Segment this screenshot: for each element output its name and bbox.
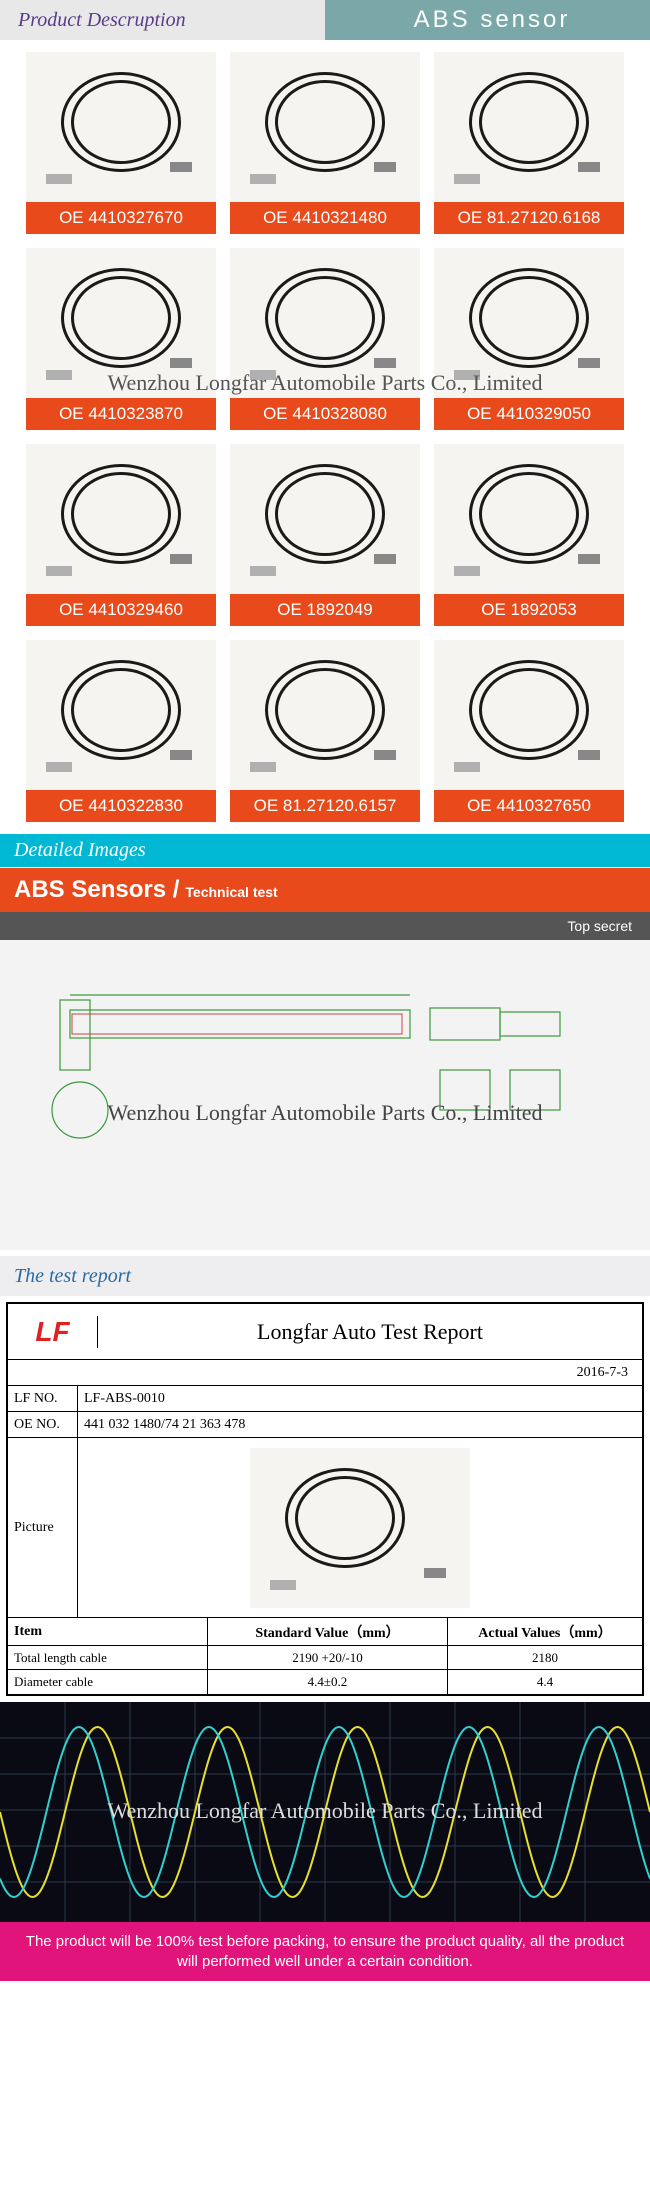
product-card: OE 4410327670 <box>26 52 216 234</box>
oe-no-label: OE NO. <box>8 1412 78 1437</box>
product-card: OE 4410322830 <box>26 640 216 822</box>
lf-no-value: LF-ABS-0010 <box>78 1386 642 1411</box>
product-card: OE 1892053 <box>434 444 624 626</box>
abs-sensors-header: ABS Sensors / Technical test <box>0 868 650 912</box>
product-image <box>230 640 420 790</box>
tech-watermark: Wenzhou Longfar Automobile Parts Co., Li… <box>0 1100 650 1126</box>
product-image <box>434 640 624 790</box>
row2-item: Diameter cable <box>8 1670 208 1694</box>
product-image <box>26 640 216 790</box>
product-oe-label: OE 81.27120.6168 <box>434 202 624 234</box>
product-card: OE 4410329050 <box>434 248 624 430</box>
product-oe-label: OE 4410329460 <box>26 594 216 626</box>
col-standard: Standard Value（mm） <box>208 1618 448 1645</box>
row1-std: 2190 +20/-10 <box>208 1646 448 1669</box>
product-oe-label: OE 4410323870 <box>26 398 216 430</box>
test-report-header: The test report <box>0 1256 650 1296</box>
lf-no-label: LF NO. <box>8 1386 78 1411</box>
product-card: OE 4410323870 <box>26 248 216 430</box>
product-oe-label: OE 1892053 <box>434 594 624 626</box>
products-grid: OE 4410327670 OE 4410321480 OE 81.27120.61… <box>0 40 650 834</box>
footer-quality-text: The product will be 100% test before pac… <box>0 1922 650 1981</box>
report-logo: LF <box>8 1316 98 1348</box>
picture-label: Picture <box>8 1438 78 1617</box>
row2-act: 4.4 <box>448 1670 642 1694</box>
product-image <box>230 248 420 398</box>
product-oe-label: OE 4410322830 <box>26 790 216 822</box>
product-oe-label: OE 1892049 <box>230 594 420 626</box>
tech-drawing-svg <box>0 940 650 1250</box>
product-card: OE 1892049 <box>230 444 420 626</box>
product-oe-label: OE 4410329050 <box>434 398 624 430</box>
product-image <box>434 444 624 594</box>
scope-watermark: Wenzhou Longfar Automobile Parts Co., Li… <box>0 1798 650 1824</box>
product-image <box>26 444 216 594</box>
oe-no-value: 441 032 1480/74 21 363 478 <box>78 1412 642 1437</box>
product-oe-label: OE 4410328080 <box>230 398 420 430</box>
abs-subtitle: Technical test <box>185 884 277 900</box>
report-title: Longfar Auto Test Report <box>98 1319 642 1345</box>
test-report-table: LF Longfar Auto Test Report 2016-7-3 LF … <box>6 1302 644 1696</box>
row1-act: 2180 <box>448 1646 642 1669</box>
product-oe-label: OE 4410321480 <box>230 202 420 234</box>
row1-item: Total length cable <box>8 1646 208 1669</box>
product-card: OE 81.27120.6157 <box>230 640 420 822</box>
product-oe-label: OE 81.27120.6157 <box>230 790 420 822</box>
col-item: Item <box>8 1618 208 1645</box>
technical-drawing: Wenzhou Longfar Automobile Parts Co., Li… <box>0 940 650 1250</box>
product-image <box>26 248 216 398</box>
product-image <box>230 444 420 594</box>
report-date: 2016-7-3 <box>577 1365 628 1381</box>
top-secret-bar: Top secret <box>0 912 650 940</box>
product-card: OE 4410321480 <box>230 52 420 234</box>
product-card: OE 4410327650 <box>434 640 624 822</box>
pd-right-title: ABS sensor <box>334 6 650 34</box>
product-card: OE 4410328080 <box>230 248 420 430</box>
abs-title: ABS Sensors / <box>14 868 179 904</box>
row2-std: 4.4±0.2 <box>208 1670 448 1694</box>
product-description-header: Product Descruption ABS sensor <box>0 0 650 40</box>
detailed-images-header: Detailed Images <box>0 834 650 868</box>
product-image <box>230 52 420 202</box>
product-image <box>434 248 624 398</box>
product-image <box>434 52 624 202</box>
product-card: OE 4410329460 <box>26 444 216 626</box>
product-card: OE 81.27120.6168 <box>434 52 624 234</box>
picture-cell <box>78 1438 642 1617</box>
product-oe-label: OE 4410327650 <box>434 790 624 822</box>
col-actual: Actual Values（mm） <box>448 1618 642 1645</box>
oscilloscope: Wenzhou Longfar Automobile Parts Co., Li… <box>0 1702 650 1922</box>
product-image <box>26 52 216 202</box>
product-oe-label: OE 4410327670 <box>26 202 216 234</box>
pd-left-title: Product Descruption <box>0 9 334 32</box>
